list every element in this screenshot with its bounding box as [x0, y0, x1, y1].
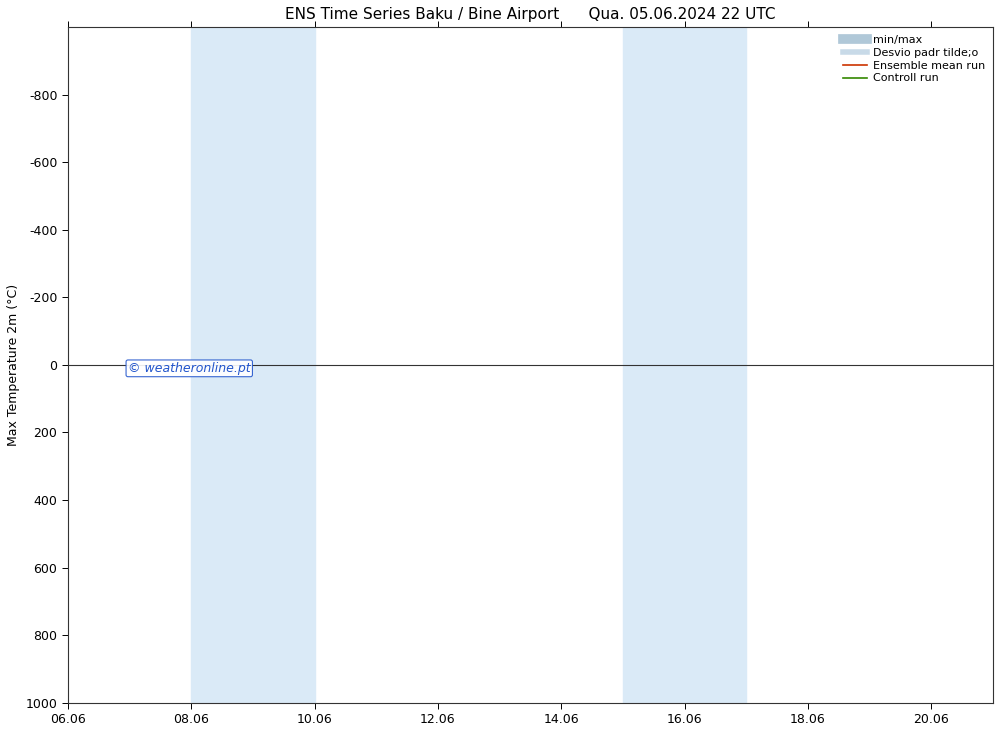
Y-axis label: Max Temperature 2m (°C): Max Temperature 2m (°C): [7, 284, 20, 446]
Text: © weatheronline.pt: © weatheronline.pt: [128, 362, 251, 375]
Legend: min/max, Desvio padr tilde;o, Ensemble mean run, Controll run: min/max, Desvio padr tilde;o, Ensemble m…: [841, 33, 988, 86]
Bar: [623, 27, 746, 703]
Bar: [191, 27, 315, 703]
Title: ENS Time Series Baku / Bine Airport      Qua. 05.06.2024 22 UTC: ENS Time Series Baku / Bine Airport Qua.…: [285, 7, 776, 22]
